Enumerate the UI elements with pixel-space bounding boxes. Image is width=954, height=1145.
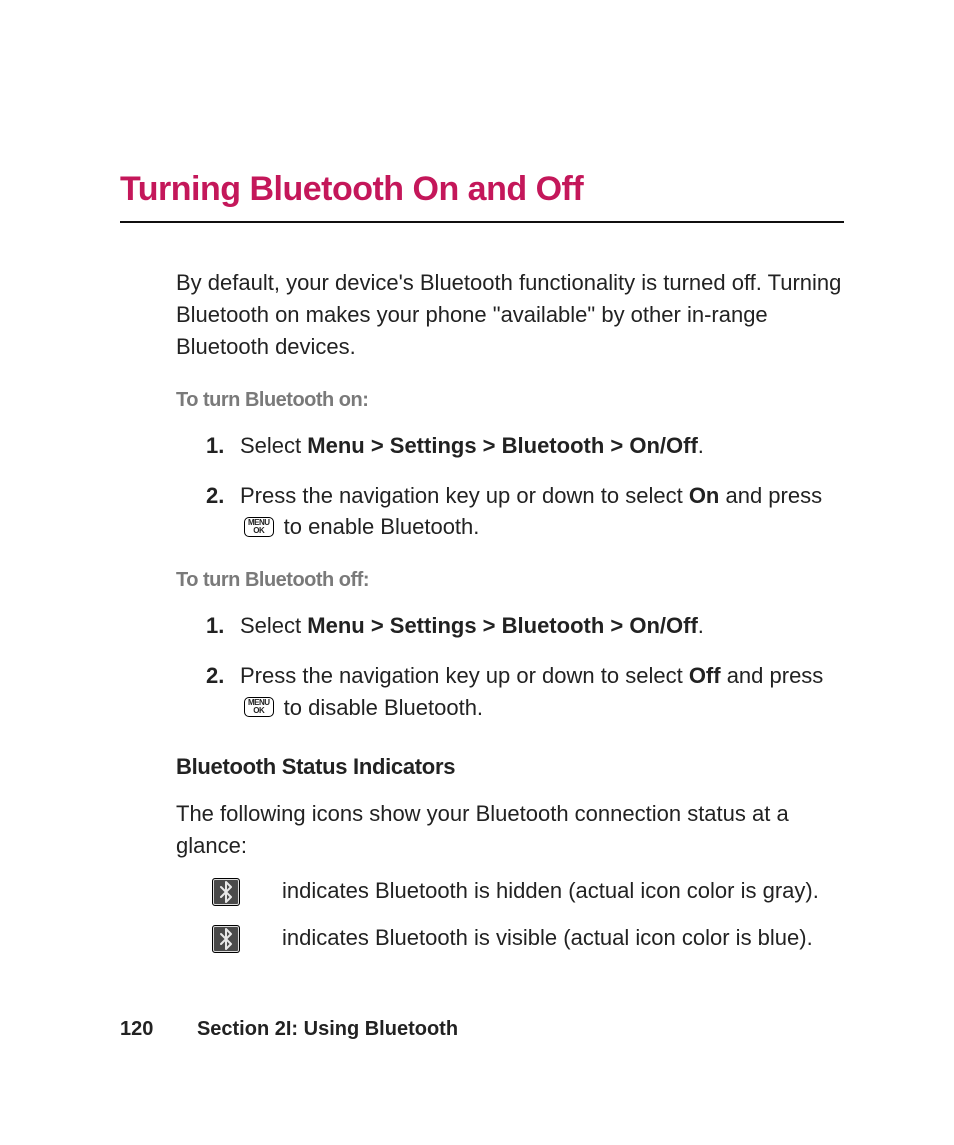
step-number: 2. (206, 480, 240, 544)
body-block: By default, your device's Bluetooth func… (120, 267, 844, 961)
status-text: indicates Bluetooth is hidden (actual ic… (282, 876, 819, 907)
step-text: Select Menu > Settings > Bluetooth > On/… (240, 610, 844, 642)
section-label: Section 2I: Using Bluetooth (197, 1018, 458, 1040)
intro-paragraph: By default, your device's Bluetooth func… (176, 267, 844, 363)
key-line2: OK (248, 527, 270, 535)
step-number: 1. (206, 430, 240, 462)
manual-page: Turning Bluetooth On and Off By default,… (0, 0, 954, 1145)
text-run: and press (719, 483, 822, 508)
status-text: indicates Bluetooth is visible (actual i… (282, 923, 813, 954)
step-text: Press the navigation key up or down to s… (240, 480, 844, 544)
text-run: to disable Bluetooth. (278, 695, 483, 720)
turn-on-step-2: 2. Press the navigation key up or down t… (206, 480, 844, 544)
text-run: Press the navigation key up or down to s… (240, 483, 689, 508)
key-line2: OK (248, 707, 270, 715)
on-label: On (689, 483, 720, 508)
page-title: Turning Bluetooth On and Off (120, 170, 844, 223)
text-run: Select (240, 433, 307, 458)
status-icon-list: indicates Bluetooth is hidden (actual ic… (176, 876, 844, 962)
status-heading: Bluetooth Status Indicators (176, 754, 844, 780)
turn-off-steps: 1. Select Menu > Settings > Bluetooth > … (176, 610, 844, 724)
status-row-hidden: indicates Bluetooth is hidden (actual ic… (212, 876, 844, 915)
turn-on-steps: 1. Select Menu > Settings > Bluetooth > … (176, 430, 844, 544)
menu-path: Menu > Settings > Bluetooth > On/Off (307, 433, 698, 458)
text-run: . (698, 433, 704, 458)
text-run: and press (721, 663, 824, 688)
icon-cell (212, 923, 282, 962)
page-footer: 120 Section 2I: Using Bluetooth (120, 1018, 458, 1041)
step-number: 2. (206, 660, 240, 724)
icon-cell (212, 876, 282, 915)
text-run: . (698, 613, 704, 638)
step-text: Press the navigation key up or down to s… (240, 660, 844, 724)
turn-on-step-1: 1. Select Menu > Settings > Bluetooth > … (206, 430, 844, 462)
text-run: Press the navigation key up or down to s… (240, 663, 689, 688)
turn-off-step-1: 1. Select Menu > Settings > Bluetooth > … (206, 610, 844, 642)
turn-off-step-2: 2. Press the navigation key up or down t… (206, 660, 844, 724)
menu-ok-key-icon: MENUOK (244, 517, 274, 537)
menu-ok-key-icon: MENUOK (244, 697, 274, 717)
step-number: 1. (206, 610, 240, 642)
menu-path: Menu > Settings > Bluetooth > On/Off (307, 613, 698, 638)
text-run: to enable Bluetooth. (278, 514, 480, 539)
step-text: Select Menu > Settings > Bluetooth > On/… (240, 430, 844, 462)
turn-on-label: To turn Bluetooth on: (176, 389, 844, 412)
page-number: 120 (120, 1018, 153, 1040)
bluetooth-visible-icon (212, 925, 240, 953)
text-run: Select (240, 613, 307, 638)
off-label: Off (689, 663, 721, 688)
turn-off-label: To turn Bluetooth off: (176, 569, 844, 592)
status-row-visible: indicates Bluetooth is visible (actual i… (212, 923, 844, 962)
bluetooth-hidden-icon (212, 878, 240, 906)
status-intro: The following icons show your Bluetooth … (176, 798, 844, 862)
